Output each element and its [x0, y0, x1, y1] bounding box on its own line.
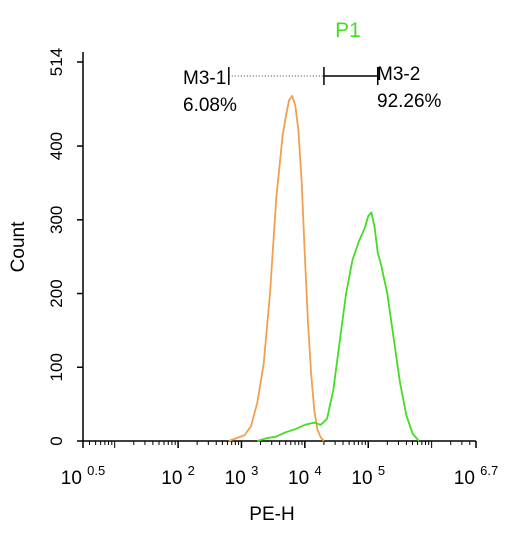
x-tick-label: 10 5	[351, 463, 385, 489]
histogram-series-2	[257, 211, 420, 442]
y-tick-label: 400	[47, 132, 66, 160]
y-tick-label: 514	[47, 48, 66, 76]
gate-value-m3-1: 6.08%	[183, 95, 237, 116]
x-tick-label: 10 2	[161, 463, 195, 489]
y-tick-label: 200	[47, 279, 66, 307]
x-tick-label: 10 0.5	[61, 463, 106, 489]
y-tick-label: 300	[47, 206, 66, 234]
x-axis-label: PE-H	[249, 504, 294, 525]
gate-marker	[228, 67, 379, 86]
chart-title: P1	[335, 19, 361, 42]
gate-label-m3-2: M3-2	[377, 64, 420, 85]
gate-value-m3-2: 92.26%	[377, 91, 442, 112]
y-ticks: 0 100 200 300 400 514	[47, 48, 83, 446]
x-tick-label: 10 3	[225, 463, 259, 489]
series-layer	[228, 95, 420, 442]
gate-label-m3-1: M3-1	[183, 68, 226, 89]
y-tick-label: 0	[47, 436, 66, 445]
x-ticks: 10 0.5 10 2 10 3 10 4 10 5 10 6.7	[61, 441, 499, 489]
y-axis-label: Count	[8, 221, 29, 272]
x-tick-label: 10 4	[288, 463, 322, 489]
y-tick-label: 100	[47, 353, 66, 381]
x-tick-label: 10 6.7	[454, 463, 499, 489]
histogram-series-1	[228, 95, 325, 442]
